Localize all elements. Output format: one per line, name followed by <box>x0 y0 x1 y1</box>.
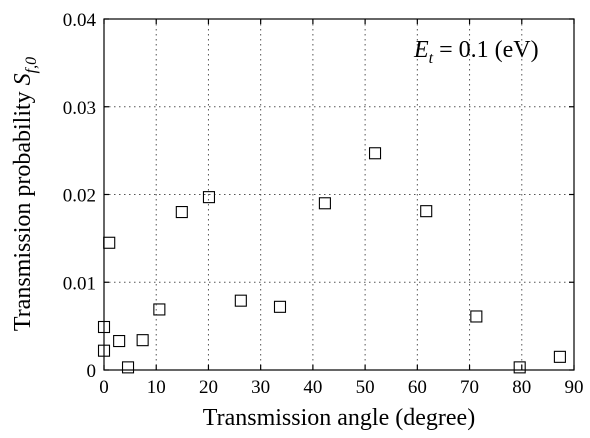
data-point <box>234 294 247 307</box>
plot-area <box>103 18 575 371</box>
y-axis-label-text: Transmission probability <box>10 91 36 331</box>
grid-lines <box>104 19 574 370</box>
y-tick-label: 0.04 <box>63 10 97 31</box>
y-axis-label: Transmission probability Sf,0 <box>10 57 40 331</box>
x-tick-label: 90 <box>565 377 584 398</box>
y-axis-symbol: S <box>10 73 36 85</box>
data-point <box>513 361 526 374</box>
y-tick-label: 0 <box>87 361 97 382</box>
energy-subscript: t <box>429 50 434 67</box>
data-point <box>97 344 111 357</box>
data-point <box>121 361 135 374</box>
x-tick-label: 20 <box>199 377 218 398</box>
data-point <box>153 303 166 316</box>
data-points <box>97 147 566 374</box>
x-tick-label: 30 <box>251 377 270 398</box>
x-tick-label: 10 <box>147 377 166 398</box>
data-point <box>175 206 188 219</box>
data-point <box>368 147 382 160</box>
x-tick-label: 0 <box>99 377 109 398</box>
x-tick-label: 80 <box>512 377 531 398</box>
data-point <box>553 350 566 363</box>
data-point <box>97 320 111 334</box>
data-point <box>113 334 126 348</box>
x-tick-label: 50 <box>356 377 375 398</box>
y-tick-label: 0.01 <box>63 273 96 294</box>
data-point <box>420 205 433 218</box>
data-point <box>202 191 216 204</box>
x-axis-label: Transmission angle (degree) <box>203 405 475 431</box>
energy-symbol: E <box>413 37 429 63</box>
data-point <box>136 334 149 347</box>
energy-annotation: Et = 0.1 (eV) <box>413 37 539 67</box>
x-tick-label: 40 <box>303 377 322 398</box>
x-tick-labels: 0 10 20 30 40 50 60 70 80 90 <box>99 377 583 398</box>
y-axis-subscript: f,0 <box>23 57 40 73</box>
energy-value: = 0.1 (eV) <box>433 37 539 63</box>
y-tick-labels: 0 0.01 0.02 0.03 0.04 <box>63 10 97 382</box>
y-tick-label: 0.03 <box>63 98 96 119</box>
x-tick-label: 70 <box>460 377 479 398</box>
data-point <box>103 236 116 249</box>
y-tick-label: 0.02 <box>63 186 96 207</box>
data-point <box>318 197 331 210</box>
data-point <box>470 310 483 323</box>
x-tick-label: 60 <box>408 377 427 398</box>
data-point <box>273 300 287 313</box>
